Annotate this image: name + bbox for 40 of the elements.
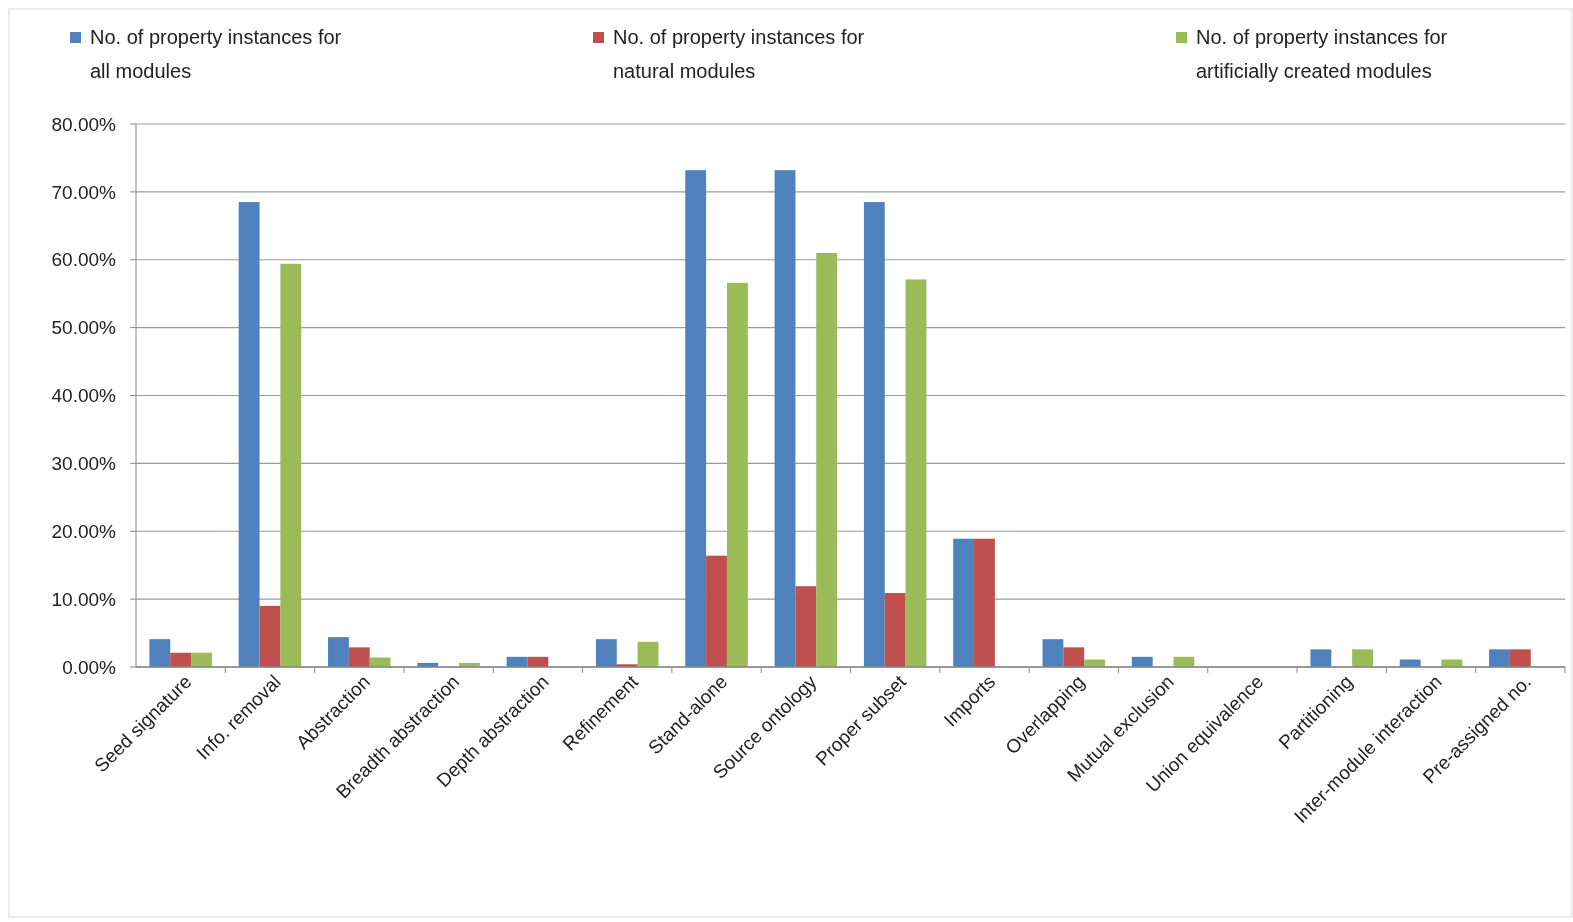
bar — [369, 657, 391, 667]
legend-label: No. of property instances for artificially created modules — [1196, 26, 1448, 82]
y-tick-label: 50.00% — [51, 317, 117, 339]
bar — [774, 170, 796, 667]
bar — [280, 263, 302, 667]
bar — [595, 639, 617, 667]
bar — [953, 538, 975, 667]
bar — [1509, 649, 1531, 667]
y-tick-label: 70.00% — [51, 181, 117, 203]
bar — [149, 639, 171, 667]
bar — [170, 652, 192, 667]
legend-label: No. of property instances for natural modules — [613, 26, 865, 82]
bar — [905, 279, 927, 667]
bar — [706, 555, 727, 667]
bar — [726, 282, 748, 667]
bar — [1042, 639, 1064, 667]
bar — [1310, 649, 1332, 667]
bar — [259, 605, 281, 667]
y-tick-label: 20.00% — [51, 520, 117, 542]
y-tick-label: 10.00% — [51, 588, 117, 610]
legend-label: No. of property instances for all modules — [90, 26, 342, 82]
bar — [685, 170, 707, 667]
bar — [1352, 649, 1373, 667]
bar — [637, 641, 659, 667]
bar — [1063, 647, 1085, 667]
bar — [191, 652, 212, 667]
bar — [863, 202, 885, 667]
bar — [1489, 649, 1510, 667]
bar — [348, 647, 370, 667]
y-tick-label: 0.00% — [62, 656, 117, 678]
bar — [974, 538, 995, 667]
y-tick-label: 60.00% — [51, 249, 117, 271]
y-tick-label: 40.00% — [51, 385, 117, 407]
bar — [328, 637, 349, 667]
bar — [795, 586, 817, 667]
y-tick-label: 30.00% — [51, 453, 117, 475]
bar — [884, 593, 906, 667]
bar — [816, 252, 838, 667]
y-tick-label: 80.00% — [51, 113, 117, 135]
bar — [238, 202, 260, 667]
